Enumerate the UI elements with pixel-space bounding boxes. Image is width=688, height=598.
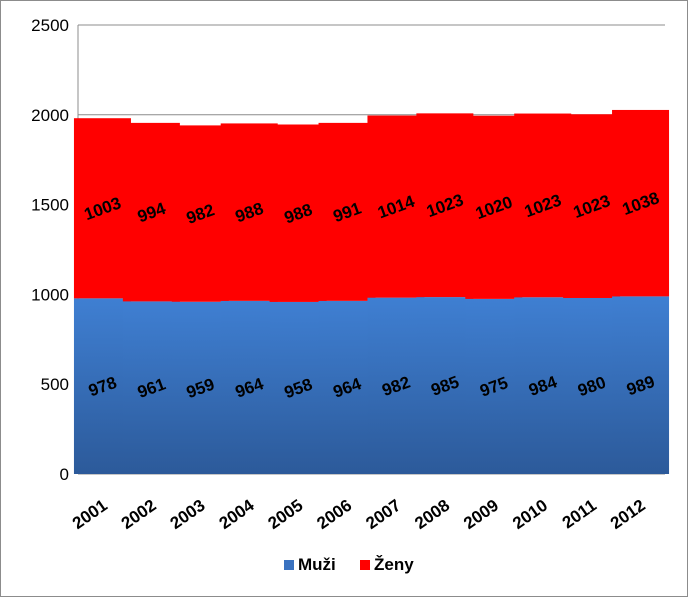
legend-label: Muži	[298, 555, 336, 574]
bar-zeny-2012	[612, 109, 670, 297]
bar-muzi-2001	[73, 298, 131, 474]
y-tick-label: 0	[60, 465, 69, 484]
bar-zeny-2001	[73, 118, 131, 299]
x-tick-label: 2001	[69, 496, 111, 533]
bar-muzi-2011	[563, 297, 621, 474]
y-tick-label: 2500	[31, 16, 69, 35]
legend-swatch	[360, 560, 370, 570]
bar-zeny-2006	[318, 122, 376, 301]
bar-muzi-2010	[514, 297, 572, 474]
x-tick-label: 2004	[216, 495, 258, 533]
bar-zeny-2004	[220, 123, 278, 301]
bar-zeny-2002	[122, 122, 180, 302]
x-tick-label: 2007	[362, 496, 404, 533]
bar-muzi-2006	[318, 300, 376, 474]
bar-muzi-2008	[416, 297, 474, 474]
bar-zeny-2009	[465, 115, 523, 299]
legend: Muži Ženy	[284, 555, 414, 574]
x-tick-label: 2002	[118, 496, 160, 533]
bar-muzi-2005	[269, 301, 327, 474]
x-tick-label: 2006	[313, 496, 355, 533]
bar-zeny-2005	[269, 124, 327, 302]
x-tick-label: 2009	[460, 496, 502, 533]
legend-label: Ženy	[374, 555, 414, 574]
y-tick-label: 1500	[31, 196, 69, 215]
bar-zeny-2008	[416, 113, 474, 298]
bar-zeny-2010	[514, 113, 572, 298]
x-tick-label: 2005	[265, 496, 307, 533]
bar-muzi-2009	[465, 298, 523, 474]
bar-muzi-2007	[367, 297, 425, 474]
bar-zeny-2003	[171, 125, 229, 302]
bar-zeny-2011	[563, 114, 621, 298]
y-tick-label: 500	[41, 375, 69, 394]
x-tick-label: 2011	[559, 496, 600, 533]
x-tick-label: 2010	[509, 496, 551, 533]
bars	[73, 109, 670, 474]
legend-swatch	[284, 560, 294, 570]
x-tick-label: 2008	[411, 496, 453, 533]
x-tick-label: 2003	[167, 496, 209, 533]
bar-muzi-2003	[171, 301, 229, 474]
bar-muzi-2012	[612, 296, 670, 474]
bar-zeny-2007	[367, 115, 425, 298]
bar-muzi-2002	[122, 301, 180, 474]
y-tick-label: 2000	[31, 106, 69, 125]
x-tick-label: 2012	[607, 496, 649, 533]
y-tick-label: 1000	[31, 285, 69, 304]
bar-muzi-2004	[220, 300, 278, 474]
